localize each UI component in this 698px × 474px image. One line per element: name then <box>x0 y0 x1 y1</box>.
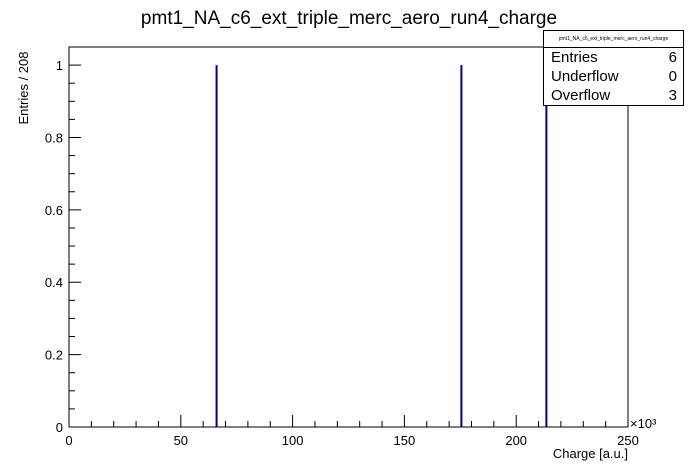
stats-label: Underflow <box>551 68 619 85</box>
stats-row-overflow: Overflow 3 <box>544 86 683 105</box>
stats-row-underflow: Underflow 0 <box>544 67 683 86</box>
x-axis-multiplier: ×10³ <box>630 416 657 431</box>
stats-value: 6 <box>668 49 677 66</box>
stats-box: pmt1_NA_c6_ext_triple_merc_aero_run4_cha… <box>543 30 684 106</box>
x-tick-label: 250 <box>617 433 639 448</box>
stats-row-entries: Entries 6 <box>544 48 683 67</box>
stats-label: Overflow <box>551 87 611 104</box>
plot-frame <box>68 46 629 428</box>
y-tick-label: 0 <box>56 420 63 435</box>
chart-title: pmt1_NA_c6_ext_triple_merc_aero_run4_cha… <box>141 8 557 29</box>
x-tick-label: 50 <box>174 433 188 448</box>
y-tick-label: 0.6 <box>45 203 63 218</box>
x-tick-label: 200 <box>505 433 527 448</box>
y-tick-label: 0.2 <box>45 348 63 363</box>
stats-value: 0 <box>668 68 677 85</box>
x-tick-label: 100 <box>282 433 304 448</box>
x-axis-label: Charge [a.u.] <box>553 446 628 461</box>
y-axis-label: Entries / 208 <box>16 52 31 125</box>
y-tick-label: 0.8 <box>45 130 63 145</box>
x-tick-label: 0 <box>65 433 72 448</box>
stats-value: 3 <box>668 87 677 104</box>
y-tick-label: 1 <box>56 58 63 73</box>
x-tick-label: 150 <box>394 433 416 448</box>
y-tick-label: 0.4 <box>45 275 63 290</box>
stats-title: pmt1_NA_c6_ext_triple_merc_aero_run4_cha… <box>544 31 683 48</box>
plot-area: 0 50 100 150 200 250 0 0.2 0.4 0.6 0.8 1 <box>45 46 639 448</box>
stats-label: Entries <box>551 49 598 66</box>
